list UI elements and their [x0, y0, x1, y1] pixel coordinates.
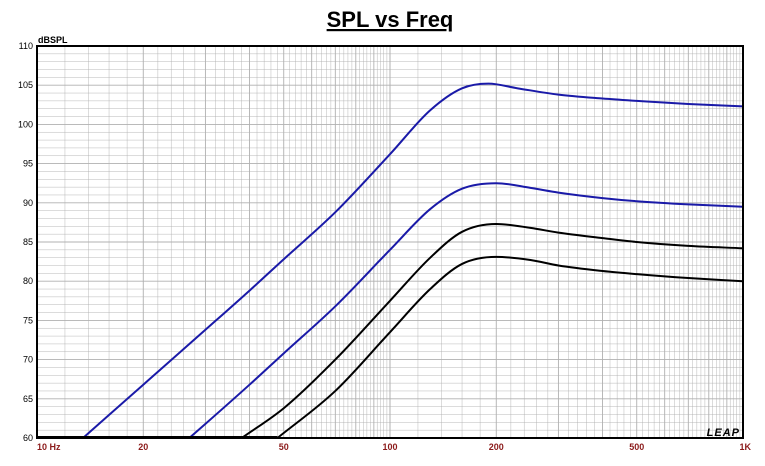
plot-frame [36, 45, 744, 439]
leap-logo: LEAP [707, 427, 740, 439]
y-tick-labels: 60 65 70 75 80 85 90 95 100 105 110 [18, 41, 33, 443]
series-4-line [276, 255, 744, 439]
grid-lines [37, 46, 743, 438]
y-tick-label: 65 [23, 394, 33, 404]
x-tick-label: 100 [382, 442, 397, 452]
y-tick-label: 60 [23, 433, 33, 443]
x-tick-label: 200 [489, 442, 504, 452]
x-tick-label: 20 [138, 442, 148, 452]
x-tick-label: 1K [739, 442, 751, 452]
y-tick-label: 70 [23, 355, 33, 365]
y-tick-label: 90 [23, 198, 33, 208]
y-tick-label: 85 [23, 237, 33, 247]
x-tick-label: 50 [279, 442, 289, 452]
x-tick-labels: 10 Hz 20 50 100 200 500 1K [37, 442, 751, 452]
series-1-line [82, 82, 744, 439]
y-tick-label: 105 [18, 80, 33, 90]
x-tick-label: 10 Hz [37, 442, 61, 452]
y-tick-label: 110 [19, 41, 33, 51]
y-tick-label: 80 [23, 276, 33, 286]
series-2-line [188, 182, 744, 439]
series-3-line [240, 222, 744, 439]
chart-title: SPL vs Freq [327, 7, 454, 32]
y-axis-label: dBSPL [38, 35, 68, 45]
y-tick-label: 100 [18, 119, 33, 129]
y-tick-label: 75 [23, 315, 33, 325]
y-tick-label: 95 [23, 159, 33, 169]
x-tick-label: 500 [629, 442, 644, 452]
